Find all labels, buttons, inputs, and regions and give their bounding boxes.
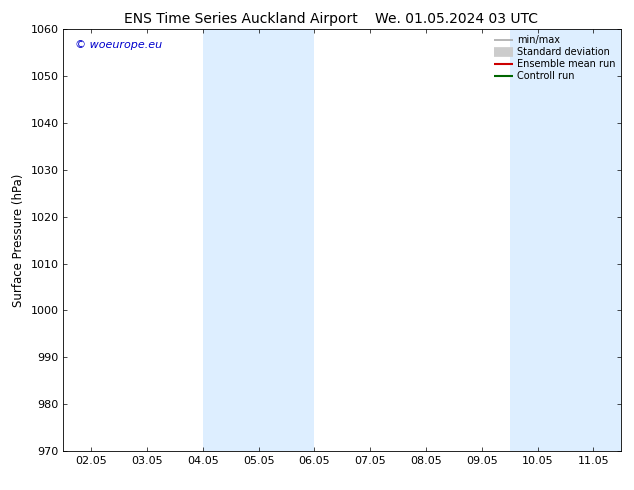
Legend: min/max, Standard deviation, Ensemble mean run, Controll run: min/max, Standard deviation, Ensemble me… (491, 32, 618, 84)
Text: © woeurope.eu: © woeurope.eu (75, 40, 162, 50)
Bar (203, 29, 314, 451)
Bar (510, 29, 621, 451)
Text: We. 01.05.2024 03 UTC: We. 01.05.2024 03 UTC (375, 12, 538, 26)
Text: ENS Time Series Auckland Airport: ENS Time Series Auckland Airport (124, 12, 358, 26)
Y-axis label: Surface Pressure (hPa): Surface Pressure (hPa) (12, 173, 25, 307)
